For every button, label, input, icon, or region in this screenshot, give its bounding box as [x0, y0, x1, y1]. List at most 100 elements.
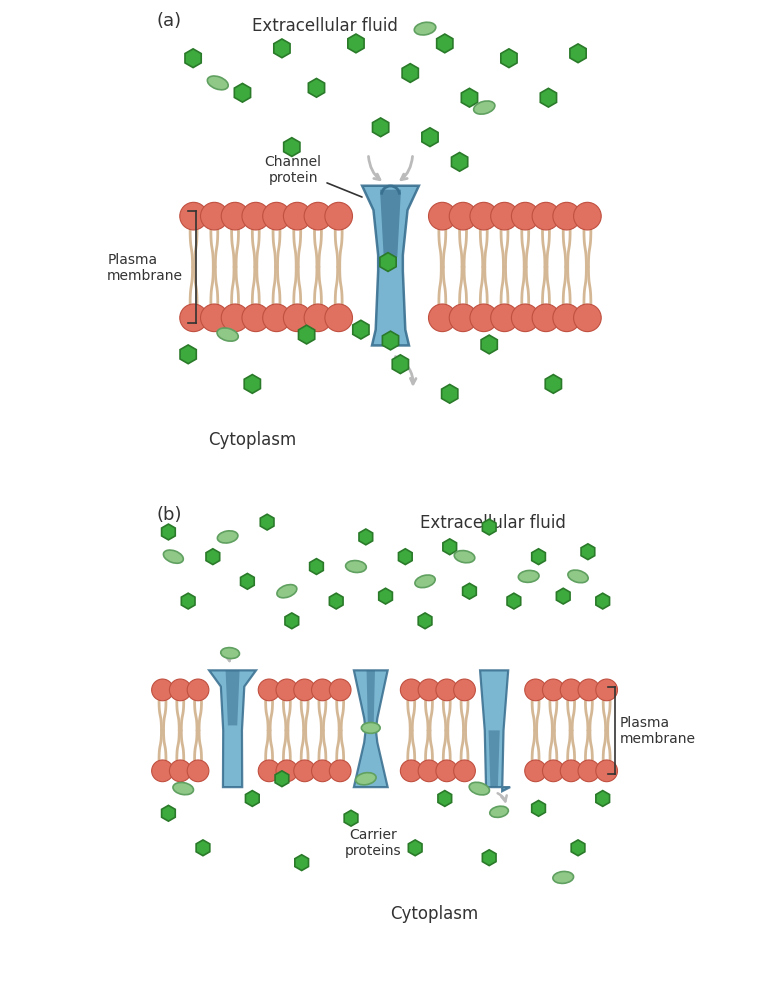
Polygon shape: [422, 129, 438, 148]
Ellipse shape: [346, 561, 366, 573]
Ellipse shape: [553, 872, 573, 883]
Circle shape: [532, 305, 560, 332]
Circle shape: [221, 305, 249, 332]
Polygon shape: [274, 39, 290, 59]
Circle shape: [449, 203, 477, 231]
Polygon shape: [234, 84, 251, 104]
Circle shape: [490, 305, 519, 332]
Circle shape: [436, 679, 458, 701]
Circle shape: [169, 679, 191, 701]
Circle shape: [560, 760, 582, 782]
Polygon shape: [359, 529, 373, 545]
Circle shape: [449, 305, 477, 332]
Ellipse shape: [217, 328, 238, 342]
Polygon shape: [438, 791, 451, 807]
Polygon shape: [596, 791, 609, 807]
Polygon shape: [380, 253, 396, 272]
Circle shape: [470, 203, 497, 231]
Polygon shape: [483, 520, 496, 535]
Circle shape: [543, 679, 564, 701]
Polygon shape: [581, 544, 595, 560]
Circle shape: [201, 305, 228, 332]
Circle shape: [553, 203, 580, 231]
Circle shape: [418, 679, 440, 701]
Circle shape: [169, 760, 191, 782]
Polygon shape: [206, 549, 219, 565]
Polygon shape: [209, 670, 256, 788]
Polygon shape: [308, 80, 325, 99]
Polygon shape: [295, 855, 308, 871]
Ellipse shape: [455, 551, 475, 563]
Circle shape: [259, 760, 280, 782]
Circle shape: [312, 760, 333, 782]
Polygon shape: [483, 850, 496, 866]
Circle shape: [262, 203, 291, 231]
Polygon shape: [380, 190, 401, 257]
Ellipse shape: [208, 77, 228, 91]
Circle shape: [330, 679, 351, 701]
Circle shape: [512, 203, 539, 231]
Circle shape: [262, 305, 291, 332]
Polygon shape: [353, 321, 369, 339]
Circle shape: [304, 305, 332, 332]
Circle shape: [418, 760, 440, 782]
Ellipse shape: [568, 571, 588, 583]
Text: Plasma
membrane: Plasma membrane: [620, 716, 696, 745]
Polygon shape: [162, 525, 175, 540]
Ellipse shape: [415, 576, 435, 588]
Circle shape: [187, 679, 209, 701]
Polygon shape: [226, 670, 240, 726]
Polygon shape: [285, 613, 298, 629]
Text: Plasma
membrane: Plasma membrane: [107, 252, 184, 283]
Circle shape: [525, 760, 547, 782]
Circle shape: [180, 305, 208, 332]
Ellipse shape: [414, 24, 436, 35]
Circle shape: [525, 679, 547, 701]
Circle shape: [221, 203, 249, 231]
Circle shape: [596, 760, 618, 782]
Polygon shape: [275, 771, 289, 787]
Polygon shape: [185, 50, 201, 69]
Ellipse shape: [490, 807, 508, 817]
Circle shape: [180, 203, 208, 231]
Polygon shape: [284, 139, 300, 158]
Circle shape: [553, 305, 580, 332]
Polygon shape: [570, 45, 587, 64]
Polygon shape: [366, 670, 375, 731]
Circle shape: [573, 203, 601, 231]
Polygon shape: [418, 613, 432, 629]
Circle shape: [276, 760, 298, 782]
Circle shape: [543, 760, 564, 782]
Polygon shape: [373, 119, 389, 138]
Ellipse shape: [277, 585, 297, 599]
Polygon shape: [478, 670, 510, 792]
Polygon shape: [196, 840, 210, 856]
Circle shape: [259, 679, 280, 701]
Polygon shape: [532, 549, 545, 565]
Ellipse shape: [362, 723, 380, 734]
Polygon shape: [392, 356, 408, 374]
Ellipse shape: [469, 783, 490, 795]
Circle shape: [187, 760, 209, 782]
Polygon shape: [437, 35, 453, 53]
Circle shape: [560, 679, 582, 701]
Polygon shape: [545, 376, 562, 393]
Polygon shape: [180, 346, 196, 364]
Circle shape: [325, 203, 352, 231]
Polygon shape: [540, 90, 557, 108]
Text: Carrier
proteins: Carrier proteins: [345, 826, 401, 857]
Circle shape: [294, 679, 316, 701]
Polygon shape: [507, 594, 521, 609]
Circle shape: [578, 679, 600, 701]
Polygon shape: [556, 589, 570, 604]
Circle shape: [401, 679, 422, 701]
Polygon shape: [362, 186, 419, 346]
Polygon shape: [488, 731, 500, 788]
Polygon shape: [596, 594, 609, 609]
Polygon shape: [571, 840, 585, 856]
Circle shape: [470, 305, 497, 332]
Polygon shape: [181, 594, 195, 609]
Circle shape: [532, 203, 560, 231]
Text: (a): (a): [156, 13, 181, 31]
Polygon shape: [241, 574, 255, 590]
